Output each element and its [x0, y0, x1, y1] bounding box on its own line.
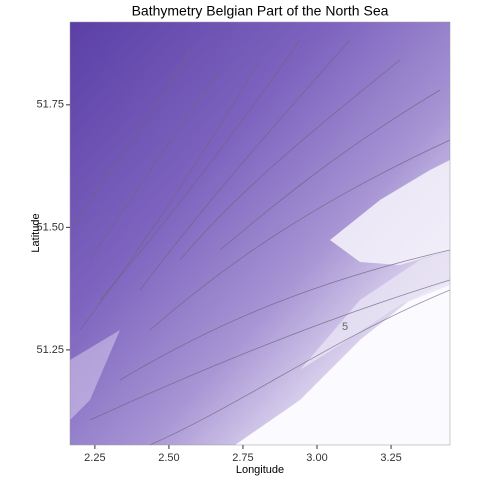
y-axis-title: Latitude — [30, 213, 42, 252]
y-tick-label: 51.50 — [36, 221, 64, 233]
y-tick-label: 51.75 — [36, 99, 64, 111]
contour-label: 5 — [342, 321, 348, 333]
x-tick-label: 2.75 — [232, 452, 253, 464]
x-tick-label: 3.25 — [380, 452, 401, 464]
chart-title: Bathymetry Belgian Part of the North Sea — [132, 3, 389, 19]
x-axis-title: Longitude — [236, 464, 284, 476]
x-tick-label: 3.00 — [306, 452, 327, 464]
bathymetry-raster — [70, 22, 450, 445]
x-tick-label: 2.50 — [158, 452, 179, 464]
panel-border — [69, 21, 451, 446]
x-tick-label: 2.25 — [84, 452, 105, 464]
y-tick-label: 51.25 — [36, 344, 64, 356]
